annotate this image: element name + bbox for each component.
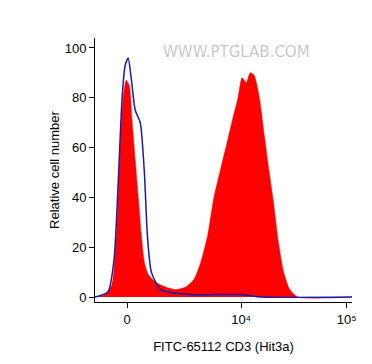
svg-text:20: 20 (72, 240, 86, 255)
svg-text:0: 0 (124, 312, 131, 327)
svg-text:WWW.PTGLAB.COM: WWW.PTGLAB.COM (163, 43, 310, 61)
svg-text:80: 80 (72, 90, 86, 105)
svg-text:10⁴: 10⁴ (231, 312, 251, 327)
svg-text:Relative cell number: Relative cell number (47, 110, 62, 228)
svg-text:40: 40 (72, 190, 86, 205)
svg-text:60: 60 (72, 140, 86, 155)
svg-text:0: 0 (79, 290, 86, 305)
svg-text:10⁵: 10⁵ (337, 312, 357, 327)
svg-text:100: 100 (65, 41, 87, 56)
svg-text:FITC-65112 CD3 (Hit3a): FITC-65112 CD3 (Hit3a) (153, 339, 294, 354)
